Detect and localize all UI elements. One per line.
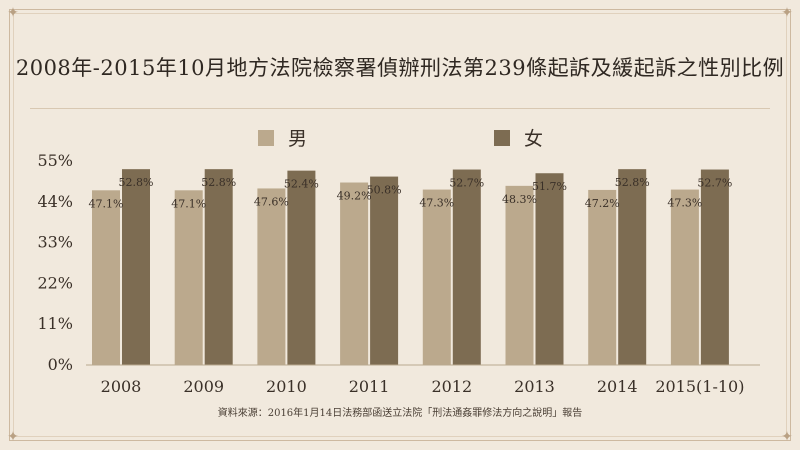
bar-female [535, 173, 564, 365]
data-label-male: 49.2% [337, 190, 372, 203]
legend-swatch-male [258, 129, 274, 146]
bar-male [588, 189, 617, 365]
bar-female [618, 169, 647, 365]
corner-ornament-icon: ✦ [7, 429, 19, 445]
title-divider [30, 108, 770, 109]
legend-label-male: 男 [288, 128, 308, 150]
bar-male [422, 189, 451, 365]
x-tick-label: 2013 [514, 377, 555, 396]
bar-female [452, 169, 481, 365]
corner-ornament-icon: ✦ [7, 5, 19, 21]
data-label-male: 47.6% [254, 195, 289, 208]
source-note: 資料來源：2016年1月14日法務部函送立法院「刑法通姦罪修法方向之說明」報告 [217, 408, 583, 419]
x-tick-label: 2014 [597, 377, 638, 396]
data-label-female: 52.8% [201, 176, 236, 189]
legend-item-female: 女 [494, 124, 543, 151]
data-label-female: 52.7% [449, 177, 484, 190]
bar-female [700, 169, 729, 365]
data-label-female: 52.8% [615, 176, 650, 189]
corner-ornament-icon: ✦ [781, 5, 793, 21]
bar-male [670, 189, 699, 365]
y-tick-label: 11% [37, 314, 73, 333]
data-label-female: 50.8% [367, 184, 402, 197]
data-label-male: 47.1% [89, 197, 124, 210]
x-tick-label: 2012 [431, 377, 472, 396]
bar-female [370, 176, 399, 365]
y-tick-label: 33% [37, 233, 73, 252]
x-tick-label: 2011 [349, 377, 390, 396]
outer-frame [9, 9, 791, 441]
bar-female [287, 170, 316, 365]
data-label-male: 47.1% [171, 197, 206, 210]
data-label-female: 51.7% [532, 180, 567, 193]
data-label-male: 47.3% [667, 197, 702, 210]
x-tick-label: 2015(1-10) [655, 377, 744, 396]
bar-female [122, 169, 150, 365]
data-label-female: 52.8% [119, 176, 154, 189]
y-tick-label: 44% [37, 192, 73, 211]
x-tick-label: 2009 [183, 377, 224, 396]
corner-ornament-icon: ✦ [781, 429, 793, 445]
legend-item-male: 男 [258, 124, 307, 151]
y-tick-label: 22% [37, 273, 73, 292]
data-label-female: 52.7% [697, 177, 732, 190]
y-tick-label: 55% [37, 151, 73, 170]
x-tick-label: 2010 [266, 377, 307, 396]
bar-male [92, 190, 120, 365]
legend-swatch-female [494, 129, 510, 146]
data-label-female: 52.4% [284, 178, 319, 191]
bar-male [505, 185, 534, 365]
bar-female [204, 169, 233, 365]
data-label-male: 47.3% [419, 197, 454, 210]
chart-title: 2008年-2015年10月地方法院檢察署偵辦刑法第239條起訴及緩起訴之性別比… [15, 56, 785, 80]
y-tick-label: 0% [48, 355, 73, 374]
inner-frame [13, 13, 787, 437]
data-label-male: 47.2% [585, 197, 620, 210]
legend: 男 女 [0, 124, 800, 151]
data-label-male: 48.3% [502, 193, 537, 206]
bar-male [174, 190, 203, 365]
bar-male [257, 188, 286, 365]
bar-male [340, 182, 369, 365]
x-tick-label: 2008 [101, 377, 142, 396]
legend-label-female: 女 [524, 128, 544, 150]
